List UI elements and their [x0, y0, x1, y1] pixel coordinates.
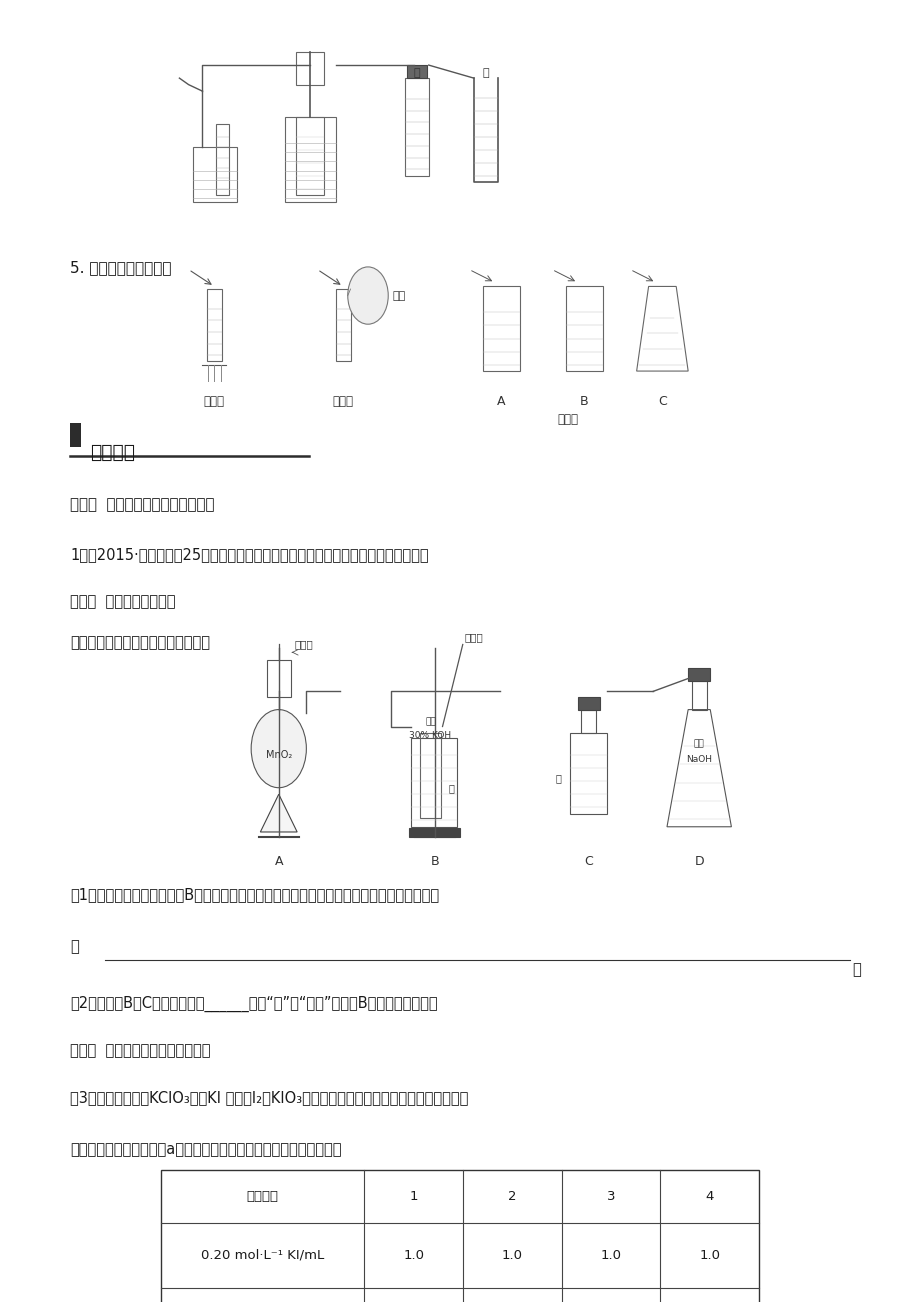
Bar — [482, 286, 519, 371]
Text: 气球: 气球 — [392, 290, 405, 301]
Bar — [296, 52, 323, 85]
Circle shape — [347, 267, 388, 324]
Text: （1）制取实验结束后，取出B中试管冷却结晶、过滤、洗涤。该实验操作过程需要的玻璃他器: （1）制取实验结束后，取出B中试管冷却结晶、过滤、洗涤。该实验操作过程需要的玻璃… — [70, 887, 438, 902]
Text: A: A — [496, 395, 505, 408]
Text: 溶液: 溶液 — [693, 740, 704, 747]
Text: 4: 4 — [705, 1190, 713, 1203]
Text: 温度计: 温度计 — [464, 631, 482, 642]
Text: 0.20 mol·L⁻¹ KI/mL: 0.20 mol·L⁻¹ KI/mL — [201, 1249, 323, 1262]
Text: 。: 。 — [851, 962, 859, 978]
Text: 溶液: 溶液 — [425, 717, 436, 727]
Text: 甲: 甲 — [413, 68, 420, 78]
Circle shape — [251, 710, 306, 788]
Text: 实验二  氯酸鿨与碘化鿨反应的探究: 实验二 氯酸鿨与碘化鿨反应的探究 — [70, 1043, 210, 1059]
Text: 1．（2015·福建理综，25）某化学兴趣小组制取氯酸鿨和氯水并进行有关探究实验。: 1．（2015·福建理综，25）某化学兴趣小组制取氯酸鿨和氯水并进行有关探究实验… — [70, 547, 428, 562]
Text: 2: 2 — [507, 1190, 516, 1203]
Bar — [70, 423, 81, 447]
Text: 利用下图所示的实验装置进行实验。: 利用下图所示的实验装置进行实验。 — [70, 635, 210, 651]
Bar — [216, 124, 229, 195]
Text: C: C — [657, 395, 666, 408]
Polygon shape — [636, 286, 687, 371]
Bar — [420, 733, 440, 818]
Bar — [406, 65, 426, 78]
Text: 水: 水 — [448, 783, 454, 793]
Bar — [207, 289, 221, 361]
Bar — [577, 697, 599, 710]
Text: 5. 有毒气体的处理装置: 5. 有毒气体的处理装置 — [70, 260, 171, 276]
Text: 试管编号: 试管编号 — [246, 1190, 278, 1203]
Polygon shape — [666, 710, 731, 827]
Bar — [581, 710, 596, 733]
Text: 应产物的影响，其中系列a实验的记录表如下（实验在室温下进行）：: 应产物的影响，其中系列a实验的记录表如下（实验在室温下进行）： — [70, 1142, 341, 1157]
Bar — [404, 78, 428, 176]
Text: 实验一  制取氯酸鿨和氯水: 实验一 制取氯酸鿨和氯水 — [70, 594, 176, 609]
Bar — [691, 681, 706, 710]
Text: 收集式: 收集式 — [333, 395, 353, 408]
Bar — [687, 668, 709, 681]
Text: B: B — [579, 395, 588, 408]
Text: （3）在不同条件下KClO₃可将KI 氧化为I₂或KIO₃。该小组设计了系列实验研究反应条件对反: （3）在不同条件下KClO₃可将KI 氧化为I₂或KIO₃。该小组设计了系列实验… — [70, 1090, 468, 1105]
Text: C: C — [584, 855, 593, 868]
Text: 题组集训: 题组集训 — [90, 443, 135, 462]
Text: 吸收式: 吸收式 — [557, 413, 577, 426]
Text: 灸烧式: 灸烧式 — [204, 395, 224, 408]
Bar — [570, 733, 607, 814]
Bar — [267, 660, 290, 697]
Bar — [409, 828, 460, 837]
Text: 1.0: 1.0 — [600, 1249, 621, 1262]
Text: D: D — [694, 855, 703, 868]
Bar — [335, 289, 350, 361]
Text: NaOH: NaOH — [686, 755, 711, 763]
Text: 有: 有 — [70, 939, 79, 954]
Text: MnO₂: MnO₂ — [266, 750, 291, 760]
Text: B: B — [430, 855, 439, 868]
Text: 1: 1 — [409, 1190, 417, 1203]
Bar — [411, 738, 457, 827]
Text: 3: 3 — [607, 1190, 615, 1203]
Text: 乙: 乙 — [482, 68, 489, 78]
Bar — [565, 286, 602, 371]
Bar — [161, 1170, 758, 1302]
Text: 1.0: 1.0 — [403, 1249, 424, 1262]
Bar — [296, 117, 323, 195]
Text: 1.0: 1.0 — [698, 1249, 720, 1262]
Text: 水: 水 — [555, 773, 561, 784]
Text: A: A — [274, 855, 283, 868]
Text: 液盐酸: 液盐酸 — [294, 639, 312, 650]
Text: 1.0: 1.0 — [501, 1249, 522, 1262]
Bar — [285, 117, 335, 202]
Text: （2）若对调B和C装置的位置，______（填“能”或“不能”）提高B中氯酸鿨的产率。: （2）若对调B和C装置的位置，______（填“能”或“不能”）提高B中氯酸鿨的… — [70, 996, 437, 1012]
Text: 题组一  物质制备、反应性质探究型: 题组一 物质制备、反应性质探究型 — [70, 497, 214, 513]
Bar — [193, 147, 237, 202]
Text: 30% KOH: 30% KOH — [409, 730, 451, 740]
Polygon shape — [260, 794, 297, 832]
